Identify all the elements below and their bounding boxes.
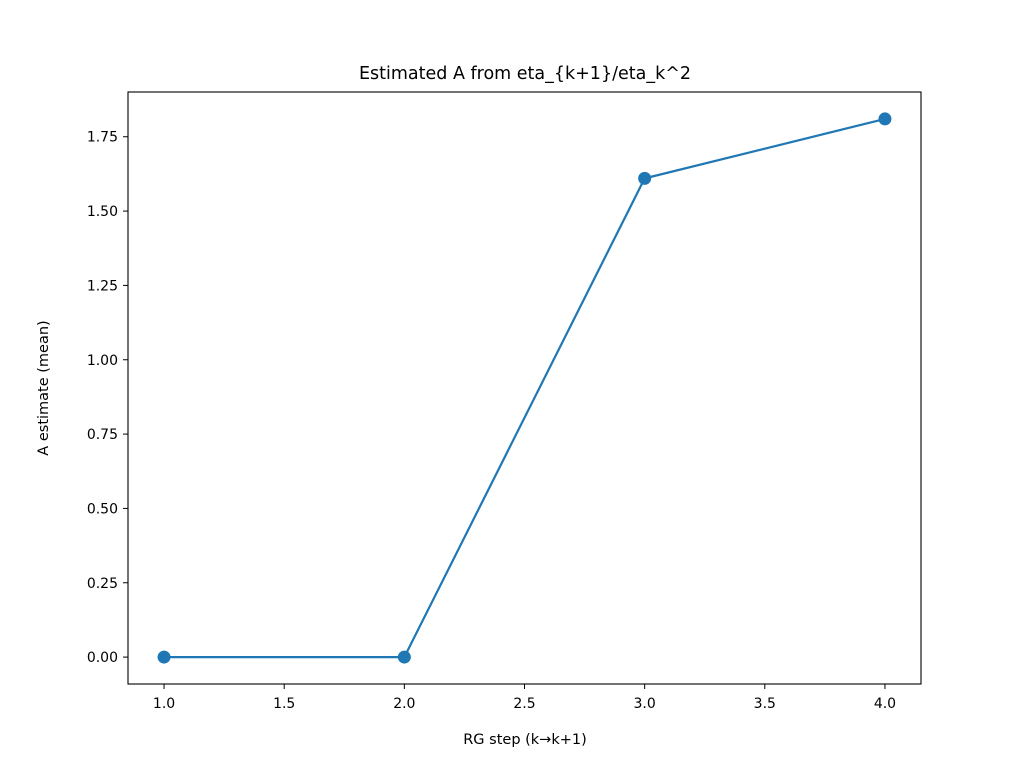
x-tick-label: 1.5	[273, 696, 295, 712]
data-point	[157, 650, 171, 664]
y-tick-label: 1.00	[87, 353, 118, 369]
axes-frame	[127, 91, 922, 685]
y-tick-label: 1.25	[87, 278, 118, 294]
x-tick-label: 3.5	[754, 696, 776, 712]
y-tick-label: 0.00	[87, 650, 118, 666]
y-axis-label: A estimate (mean)	[36, 320, 52, 455]
x-tick-label: 3.0	[634, 696, 656, 712]
x-tick-label: 1.0	[153, 696, 175, 712]
x-axis-ticks: 1.0 1.5 2.0 2.5 3.0 3.5 4.0	[153, 684, 896, 712]
x-tick-label: 2.5	[513, 696, 535, 712]
x-tick-label: 2.0	[393, 696, 415, 712]
data-point	[397, 650, 411, 664]
x-tick-label: 4.0	[874, 696, 896, 712]
plot-area	[157, 112, 892, 664]
y-tick-label: 0.50	[87, 501, 118, 517]
x-axis-label: RG step (k→k+1)	[463, 732, 587, 748]
series-line	[164, 117, 886, 659]
y-tick-label: 0.75	[87, 427, 118, 443]
chart-title: Estimated A from eta_{k+1}/eta_k^2	[359, 64, 691, 84]
data-point	[638, 171, 652, 185]
y-tick-label: 1.50	[87, 204, 118, 220]
data-point	[878, 112, 892, 126]
y-axis-ticks: 0.00 0.25 0.50 0.75 1.00 1.25 1.50 1.75	[87, 130, 128, 666]
y-tick-label: 0.25	[87, 576, 118, 592]
y-tick-label: 1.75	[87, 130, 118, 146]
